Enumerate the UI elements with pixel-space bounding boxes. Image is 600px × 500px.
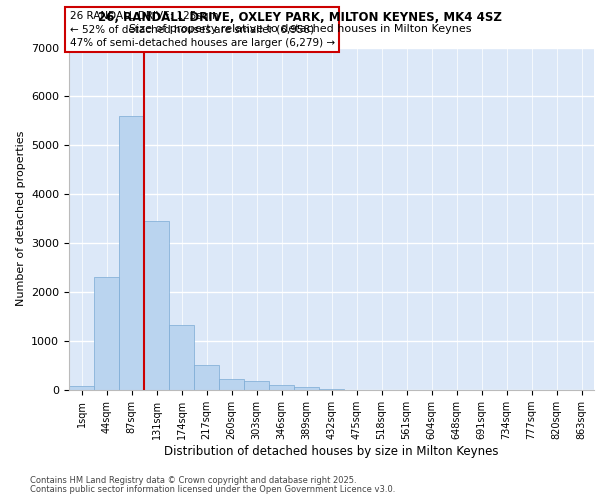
Bar xyxy=(269,386,294,390)
Bar xyxy=(219,380,244,390)
Text: 26 RANDALL DRIVE: 125sqm
← 52% of detached houses are smaller (6,958)
47% of sem: 26 RANDALL DRIVE: 125sqm ← 52% of detach… xyxy=(70,11,335,48)
Bar xyxy=(119,116,144,390)
X-axis label: Distribution of detached houses by size in Milton Keynes: Distribution of detached houses by size … xyxy=(164,445,499,458)
Bar xyxy=(319,388,344,390)
Bar xyxy=(244,381,269,390)
Bar xyxy=(144,221,169,390)
Text: 26, RANDALL DRIVE, OXLEY PARK, MILTON KEYNES, MK4 4SZ: 26, RANDALL DRIVE, OXLEY PARK, MILTON KE… xyxy=(98,11,502,24)
Text: Contains public sector information licensed under the Open Government Licence v3: Contains public sector information licen… xyxy=(30,485,395,494)
Bar xyxy=(194,364,219,390)
Text: Size of property relative to detached houses in Milton Keynes: Size of property relative to detached ho… xyxy=(129,24,471,34)
Text: Contains HM Land Registry data © Crown copyright and database right 2025.: Contains HM Land Registry data © Crown c… xyxy=(30,476,356,485)
Bar xyxy=(94,278,119,390)
Bar xyxy=(169,326,194,390)
Y-axis label: Number of detached properties: Number of detached properties xyxy=(16,131,26,306)
Bar xyxy=(294,388,319,390)
Bar xyxy=(69,386,94,390)
